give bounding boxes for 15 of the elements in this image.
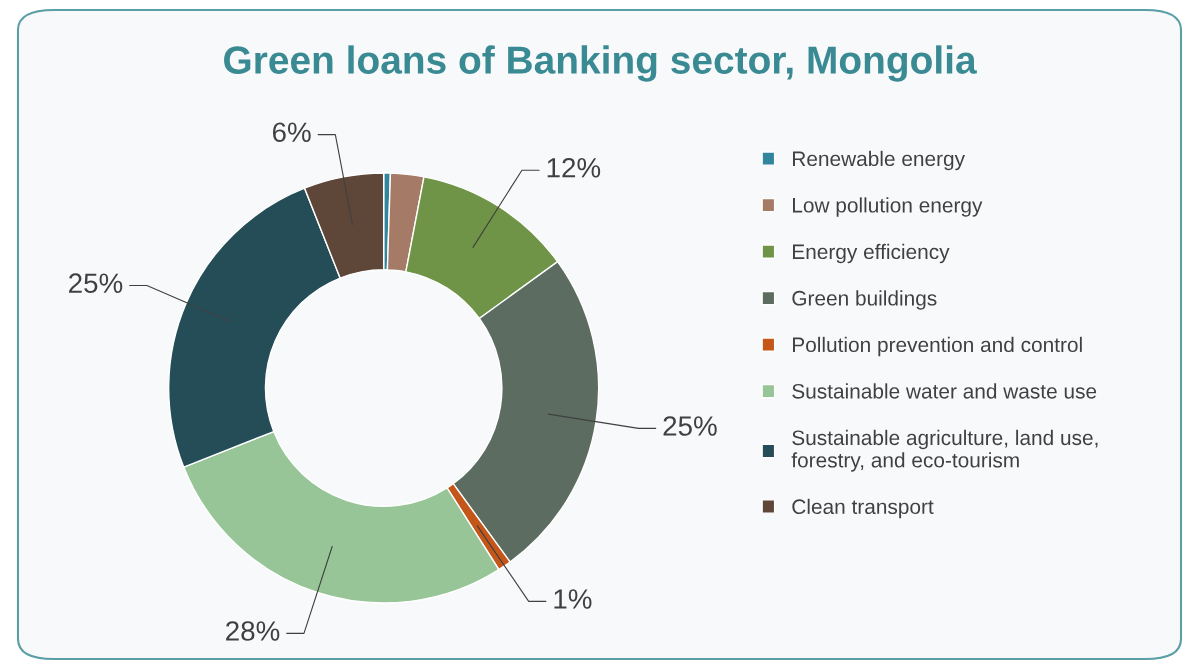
legend-label: Renewable energy	[793, 150, 965, 171]
legend-label: Low pollution energy	[793, 197, 983, 217]
legend-label: Green buildings	[792, 290, 937, 310]
chart-title: Green loans of Banking sector, Mongolia	[224, 45, 977, 82]
data-label: 25%	[663, 416, 717, 436]
legend-label: Sustainable agriculture, land use, forestry, and eco-tourism	[791, 429, 1098, 472]
data-label: 28%	[226, 621, 280, 641]
legend-label: Pollution prevention and control	[793, 336, 1082, 357]
legend-label: Sustainable water and waste use	[792, 383, 1097, 399]
data-label: 25%	[69, 273, 123, 294]
data-label: 12%	[547, 157, 601, 178]
legend-label: Clean transport	[792, 498, 934, 519]
data-label: 1%	[554, 589, 592, 609]
data-label: 6%	[272, 122, 311, 143]
legend-label: Energy efficiency	[793, 243, 950, 264]
